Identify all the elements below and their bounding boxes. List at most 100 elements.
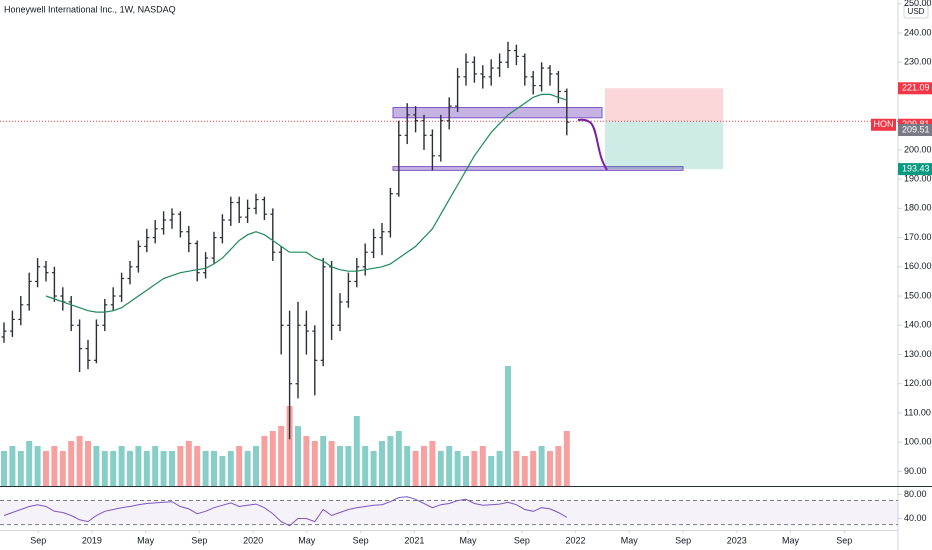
volume-bar [311, 441, 318, 486]
volume-bar [26, 441, 33, 486]
zone [392, 166, 684, 171]
volume-bar [530, 451, 537, 486]
moving-average [45, 93, 567, 313]
volume-bar [295, 426, 301, 486]
volume-bar [17, 451, 24, 486]
x-tick-label: 2019 [82, 535, 102, 545]
volume-bar [211, 451, 217, 486]
x-tick-label: May [782, 535, 800, 545]
volume-bar [303, 436, 310, 486]
volume-bar [76, 436, 83, 486]
volume-bar [101, 451, 108, 486]
volume-bar [353, 416, 360, 486]
rsi-line [3, 496, 568, 527]
rsi-band [0, 500, 898, 525]
volume-bar [253, 446, 259, 486]
volume-bar [68, 441, 75, 486]
x-tick-label: Sep [514, 535, 530, 545]
x-tick-label: Sep [675, 535, 691, 545]
volume-bar [185, 441, 192, 486]
y-tick-label: 150.00 [904, 290, 932, 300]
volume-bar [286, 406, 293, 486]
volume-bar [429, 441, 436, 486]
volume-bar [127, 451, 133, 486]
volume-bar [278, 426, 285, 486]
x-tick-label: May [460, 535, 478, 545]
volume-bar [269, 431, 276, 486]
y-tick-label: 240.00 [904, 27, 932, 37]
volume-bar [320, 436, 327, 486]
y-tick-label: 130.00 [904, 349, 932, 359]
y-tick-label: 120.00 [904, 378, 932, 388]
volume-bar [538, 446, 545, 486]
x-tick-label: Sep [353, 535, 369, 545]
rsi-tick-label: 80.00 [904, 489, 927, 499]
volume-bar [118, 446, 125, 486]
y-tick-label: 110.00 [904, 407, 931, 417]
y-tick-label: 190.00 [904, 174, 932, 184]
chart-title: Honeywell International Inc., 1W, NASDAQ [4, 4, 176, 14]
target-area [605, 121, 723, 170]
x-tick-label: May [137, 535, 155, 545]
target-label: 193.43 [902, 163, 930, 173]
currency: USD [908, 7, 925, 16]
volume-bar [34, 446, 41, 486]
volume-bar [152, 446, 159, 486]
volume-bar [479, 446, 486, 486]
volume-bar [244, 451, 251, 486]
y-tick-label: 230.00 [904, 57, 932, 67]
volume-bar [505, 366, 511, 486]
symbol-tag [871, 118, 896, 131]
y-tick-label: 100.00 [904, 437, 932, 447]
volume-bar [563, 431, 570, 486]
volume-bar [135, 446, 142, 486]
volume-bar [496, 451, 503, 486]
volume-bar [337, 446, 343, 486]
volume-bar [1, 451, 7, 486]
volume-bar [521, 456, 528, 486]
volume-bar [454, 451, 461, 486]
symbol-label: HON [874, 119, 894, 129]
volume-bar [370, 451, 377, 486]
volume-bar [194, 446, 201, 486]
currency-box[interactable] [903, 4, 929, 19]
projection-curve [577, 118, 608, 171]
volume-bar [345, 446, 352, 486]
rsi-tick-label: 40.00 [904, 513, 927, 523]
zone [392, 107, 603, 119]
x-tick-label: Sep [836, 535, 852, 545]
volume-bar [446, 446, 453, 486]
volume-bar [143, 451, 150, 486]
y-tick-label: 200.00 [904, 144, 932, 154]
volume-bar [110, 451, 117, 486]
volume-bar [328, 441, 335, 486]
volume-bar [169, 451, 175, 486]
x-tick-label: May [621, 535, 639, 545]
volume-bar [379, 441, 385, 486]
volume-bar [387, 436, 394, 486]
volume-bar [555, 446, 562, 486]
volume-bar [261, 436, 268, 486]
volume-bar [9, 446, 16, 486]
volume-bar [59, 451, 66, 486]
volume-bar [395, 431, 402, 486]
volume-bar [421, 446, 427, 486]
volume-bar [202, 451, 209, 486]
last-price-label: 209.51 [902, 124, 930, 134]
x-tick-label: May [298, 535, 316, 545]
y-tick-label: 90.00 [904, 466, 927, 476]
volume-bar [547, 451, 553, 486]
y-tick-label: 160.00 [904, 261, 932, 271]
volume-bar [463, 456, 469, 486]
target-label-box [898, 163, 932, 176]
volume-bar [51, 446, 58, 486]
volume-bar [412, 451, 419, 486]
y-tick-label: 250.00 [904, 0, 932, 8]
volume-bar [160, 451, 167, 486]
volume-bar [513, 451, 520, 486]
x-tick-label: 2023 [727, 535, 747, 545]
volume-bar [43, 451, 49, 486]
volume-bar [177, 446, 184, 486]
volume-bar [236, 446, 243, 486]
